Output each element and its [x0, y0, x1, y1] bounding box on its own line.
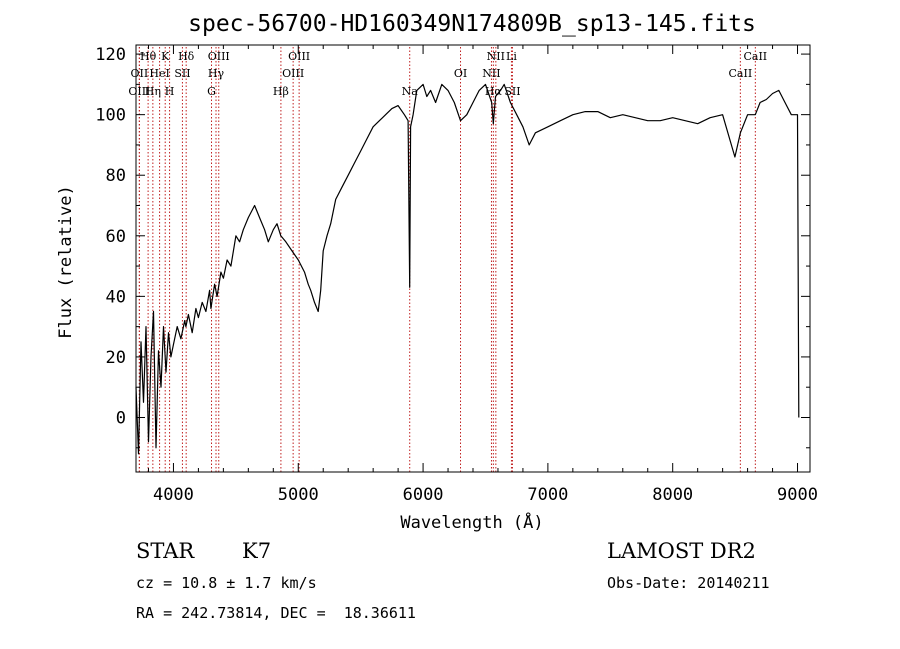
plot-frame — [135, 44, 811, 473]
spectral-line-label: OIII — [128, 85, 150, 98]
spectral-line-label: Hγ — [208, 67, 225, 80]
coordinates-label: RA = 242.73814, DEC = 18.36611 — [136, 604, 416, 622]
spectral-line-label: G — [207, 85, 216, 98]
x-tick-label: 8000 — [652, 485, 693, 505]
spectral-line-label: OI — [454, 67, 467, 80]
spectral-line-label: Hη — [145, 85, 161, 98]
spectral-line-label: Hδ — [178, 50, 195, 63]
spectral-line-label: SII — [504, 85, 520, 98]
survey-label: LAMOST DR2 — [607, 539, 756, 563]
y-tick-label: 120 — [95, 45, 126, 65]
spectral-line-label: NII — [482, 67, 500, 80]
y-tick-label: 80 — [106, 166, 126, 186]
spectral-line-label: CaII — [729, 67, 753, 80]
object-class-label: STAR — [136, 539, 195, 563]
spectral-line-label: Li — [506, 50, 517, 63]
y-tick-label: 0 — [116, 408, 126, 428]
spectral-line-label: OII — [131, 67, 149, 80]
spectral-line-labels: Hθ OII OIII HeI K Hη H Hδ SII OIII Hγ G Hβ OIII OIII Na… — [128, 50, 767, 98]
spectral-line-label: Hθ — [140, 50, 157, 63]
x-tick-label: 5000 — [278, 485, 319, 505]
y-tick-label: 60 — [106, 227, 126, 247]
y-tick-label: 100 — [95, 106, 126, 126]
chart-title: spec-56700-HD160349N174809B_sp13-145.fit… — [188, 11, 756, 37]
spectral-line-label: Hβ — [273, 85, 289, 98]
y-axis-ticks: 0 20 40 60 80 100 120 — [95, 45, 810, 449]
x-tick-label: 6000 — [403, 485, 444, 505]
subclass-label: K7 — [242, 539, 272, 563]
obs-date-label: Obs-Date: 20140211 — [607, 574, 770, 592]
x-tick-label: 4000 — [153, 485, 194, 505]
spectral-line-label: Na — [402, 85, 419, 98]
velocity-label: cz = 10.8 ± 1.7 km/s — [136, 574, 317, 592]
spectral-line-label: HeI — [149, 67, 169, 80]
spectral-line-label: OIII — [282, 67, 304, 80]
spectral-line-label: CaII — [743, 50, 767, 63]
y-axis-label: Flux (relative) — [56, 185, 76, 339]
spectral-line-label: OIII — [288, 50, 310, 63]
y-tick-label: 40 — [106, 287, 126, 307]
y-tick-label: 20 — [106, 348, 126, 368]
spectral-line-label: OIII — [208, 50, 230, 63]
spectral-line-label: SII — [174, 67, 190, 80]
spectral-line-label: K — [161, 50, 170, 63]
x-axis-ticks: 4000 5000 6000 7000 8000 9000 — [147, 45, 818, 505]
x-tick-label: 7000 — [527, 485, 568, 505]
spectrum-series-line — [135, 83, 800, 455]
spectral-line-label: NII — [487, 50, 505, 63]
spectral-line-label: H — [165, 85, 175, 98]
x-axis-label: Wavelength (Å) — [400, 511, 543, 533]
x-tick-label: 9000 — [777, 485, 818, 505]
